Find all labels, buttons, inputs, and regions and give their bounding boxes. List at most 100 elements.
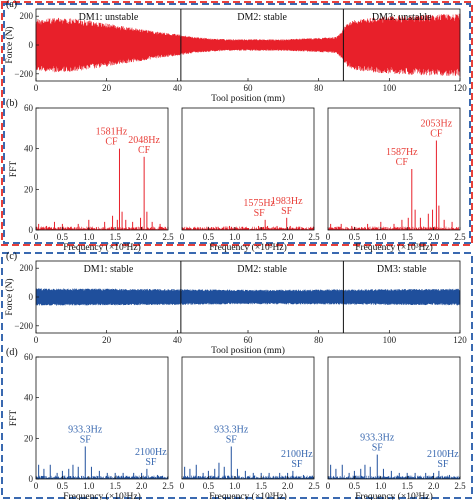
x-tick-label: 0 [34,232,39,242]
x-tick-label: 1.0 [83,232,95,242]
x-axis-label: Tool position (mm) [211,345,285,356]
x-tick-label: 1.5 [256,481,268,491]
peak-annotation: SF [281,206,293,217]
segment-label: DM1: unstable [79,12,139,23]
x-tick-label: 1.5 [110,481,122,491]
y-tick-label: 0 [29,225,34,235]
x-tick-label: 0 [34,481,39,491]
peak-annotation: 2100Hz [427,449,459,460]
segment-label: DM2: stable [237,264,287,275]
y-tick-label: 0 [29,292,34,302]
x-tick-label: 0 [34,335,39,345]
segment-label: DM3: stable [377,264,427,275]
x-tick-label: 100 [383,83,397,93]
peak-annotation: SF [226,434,238,445]
x-tick-label: 0.5 [203,481,215,491]
y-tick-label: 40 [24,144,34,154]
peak-annotation: SF [254,208,266,219]
x-tick-label: 1.5 [110,232,122,242]
x-tick-label: 0.5 [349,481,361,491]
axes-frame [35,356,169,480]
x-tick-label: 2.0 [428,481,440,491]
x-tick-label: 0.5 [57,232,69,242]
y-tick-label: −200 [14,69,33,79]
y-axis-label: FFT [9,410,19,427]
peak-annotation: CF [396,157,409,168]
x-tick-label: 20 [102,83,112,93]
blue-group-border [1,252,473,499]
force-signal-c [35,288,461,306]
y-tick-label: 200 [20,263,34,273]
x-tick-label: 1.5 [256,232,268,242]
peak-annotation: CF [105,137,118,148]
x-tick-label: 0 [180,481,185,491]
x-tick-label: 1.5 [402,481,414,491]
fft-noise [327,475,461,479]
x-axis-label: Tool position (mm) [211,93,285,104]
peak-annotation: 1575Hz [243,198,275,209]
x-tick-label: 2.0 [282,232,294,242]
peak-annotation: CF [138,145,151,156]
x-tick-label: 40 [173,335,183,345]
x-tick-label: 2.0 [428,232,440,242]
x-tick-label: 0 [180,232,185,242]
peak-annotation: 2048Hz [128,135,160,146]
x-tick-label: 60 [244,335,254,345]
peak-annotation: CF [430,129,443,140]
y-tick-label: 60 [24,352,34,362]
peak-annotation: 933.3Hz [68,424,103,435]
x-tick-label: 120 [453,83,467,93]
segment-label: DM2: stable [237,12,287,23]
x-tick-label: 2.0 [282,481,294,491]
x-tick-label: 2.5 [162,232,174,242]
x-tick-label: 0.5 [203,232,215,242]
peak-annotation: SF [145,457,157,468]
x-tick-label: 40 [173,83,183,93]
x-tick-label: 2.5 [308,232,320,242]
peak-annotation: 1581Hz [96,127,128,138]
x-tick-label: 1.5 [402,232,414,242]
x-tick-label: 100 [383,335,397,345]
x-tick-label: 0 [326,232,331,242]
y-tick-label: 0 [29,474,34,484]
x-tick-label: 1.0 [229,481,241,491]
fft-noise [35,475,169,479]
x-axis-label: Frequency (×10³Hz) [63,491,141,500]
fft-noise [181,475,315,479]
force-signal-a [35,13,461,77]
peak-annotation: 1983Hz [271,196,303,207]
red-group-border-inner [3,3,471,244]
panel-label: (b) [6,98,18,109]
peak-annotation: 1587Hz [386,147,418,158]
peak-annotation: SF [437,459,449,470]
x-axis-label: Frequency (×10³Hz) [355,491,433,500]
y-tick-label: 200 [20,11,34,21]
peak-annotation: 2100Hz [135,447,167,458]
x-tick-label: 1.0 [229,232,241,242]
x-tick-label: 0.5 [349,232,361,242]
y-axis-label: Force (N) [4,278,15,315]
x-tick-label: 1.0 [83,481,95,491]
x-tick-label: 0.5 [57,481,69,491]
x-tick-label: 80 [314,335,324,345]
segment-label: DM3: unstable [372,12,432,23]
x-tick-label: 1.0 [375,232,387,242]
fft-noise [35,226,169,230]
axes-frame [181,356,315,480]
x-tick-label: 2.0 [136,481,148,491]
y-tick-label: 20 [24,184,34,194]
panel-label: (a) [6,0,17,10]
y-axis-label: Force (N) [4,26,15,63]
x-axis-label: Frequency (×10³Hz) [209,491,287,500]
y-tick-label: 40 [24,393,34,403]
axes-frame [327,356,461,480]
y-tick-label: −200 [14,321,33,331]
axes-frame [327,107,461,231]
y-axis-label: FFT [9,161,19,178]
x-axis-label: Frequency (×10³Hz) [209,242,287,253]
peak-annotation: SF [80,434,92,445]
segment-label: DM1: stable [84,264,134,275]
peak-annotation: SF [372,443,384,454]
fft-noise [181,226,315,230]
